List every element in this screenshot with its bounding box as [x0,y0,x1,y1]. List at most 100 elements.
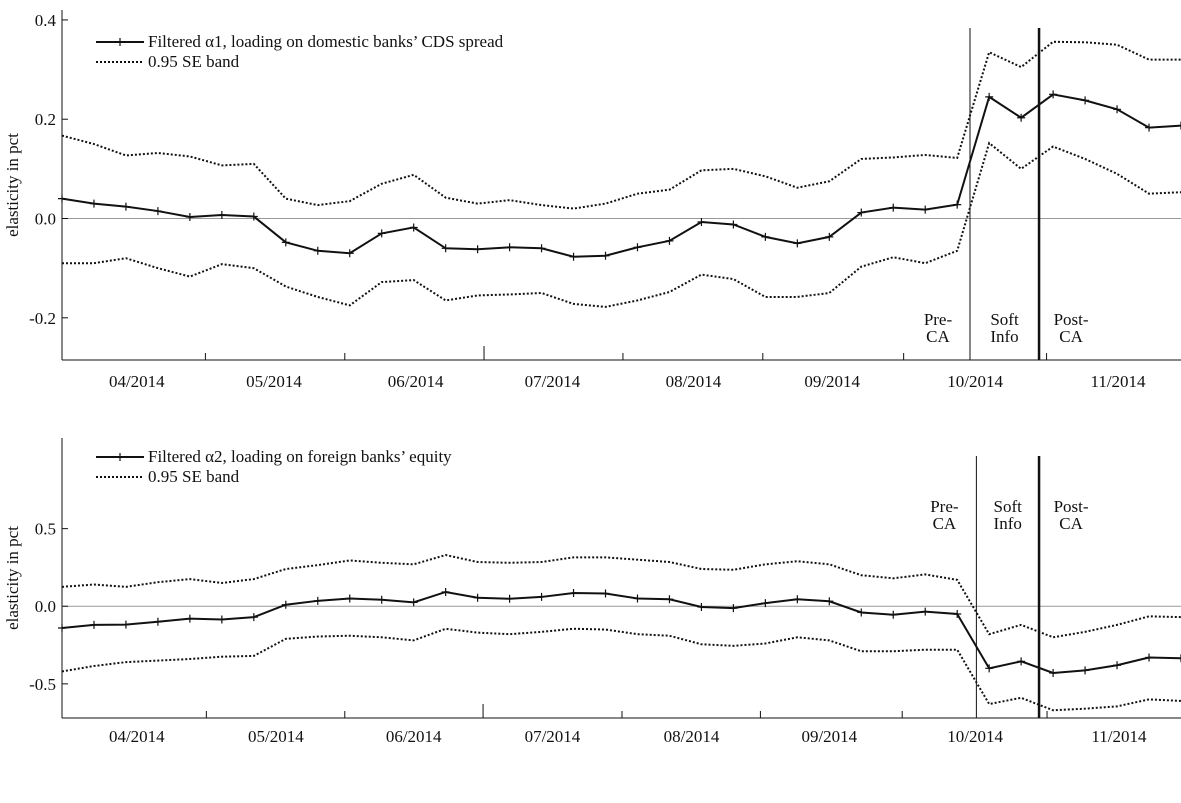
annotation: Post- [1054,497,1089,516]
marker [1177,654,1181,663]
y-tick-label: -0.2 [29,309,56,328]
marker [377,595,386,604]
y-axis-label: elasticity in pct [3,526,22,630]
legend-label: 0.95 SE band [148,467,240,486]
marker [58,194,66,203]
x-tick-label: 11/2014 [1090,372,1146,391]
marker [505,594,514,603]
marker [985,92,994,101]
x-tick-label: 11/2014 [1091,727,1147,746]
series-line [61,590,1181,675]
panel: 0.4 0.2 0.0 -0.2 04/2014 05/2014 06/2014 07/201… [3,10,1181,391]
marker [1113,105,1122,114]
marker [505,243,514,252]
band-line [62,141,1181,308]
marker [249,212,258,221]
marker [569,252,578,261]
x-tick-label: 10/2014 [947,372,1003,391]
marker [1017,113,1026,122]
marker [1049,90,1058,99]
x-tick-label: 07/2014 [525,372,581,391]
annotation: Soft [994,497,1023,516]
marker [825,597,834,606]
marker [121,202,130,211]
marker [697,603,706,612]
marker [729,604,738,613]
marker [697,217,706,226]
marker [793,595,802,604]
x-tick-label: 06/2014 [386,727,442,746]
x-tick-label: 09/2014 [801,727,857,746]
marker [857,208,866,217]
annotation: Pre- [924,310,953,329]
annotation: Post- [1054,310,1089,329]
marker [473,593,482,602]
annotation: Info [994,514,1022,533]
marker [217,211,226,220]
marker [89,620,98,629]
y-tick-label: -0.5 [29,675,56,694]
marker [601,589,610,598]
marker [633,243,642,252]
marker [409,223,418,232]
marker [1081,666,1090,675]
marker [249,613,258,622]
marker [1145,653,1154,662]
marker [985,664,994,673]
x-tick-label: 07/2014 [525,727,581,746]
y-axis-label: elasticity in pct [3,133,22,237]
marker [121,620,130,629]
marker [281,600,290,609]
marker [1113,661,1122,670]
annotation: Soft [990,310,1019,329]
marker [953,610,962,619]
y-tick-label: 0.5 [35,520,56,539]
y-tick-label: 0.4 [35,11,57,30]
marker [633,594,642,603]
marker [537,244,546,253]
marker [761,232,770,241]
marker [761,599,770,608]
x-tick-label: 08/2014 [666,372,722,391]
marker [313,246,322,255]
marker [1145,123,1154,132]
marker [89,199,98,208]
annotation: CA [1059,514,1083,533]
legend-label: Filtered α2, loading on foreign banks’ e… [148,447,452,466]
marker [185,213,194,222]
marker [409,598,418,607]
marker [665,595,674,604]
series-line [61,93,1181,258]
annotation: Info [990,327,1018,346]
marker [729,220,738,229]
marker [601,251,610,260]
marker [889,203,898,212]
x-tick-label: 09/2014 [804,372,860,391]
legend-label: Filtered α1, loading on domestic banks’ … [148,32,504,51]
x-tick-label: 04/2014 [109,372,165,391]
marker [921,205,930,214]
marker [1017,657,1026,666]
marker [441,244,450,253]
marker [153,617,162,626]
marker [345,249,354,258]
marker [377,229,386,238]
annotation: CA [926,327,950,346]
marker [953,200,962,209]
y-tick-label: 0.2 [35,110,56,129]
band-line [61,553,1181,639]
marker [153,207,162,216]
marker [1081,96,1090,105]
marker [1049,668,1058,677]
panel: 0.5 0.0 -0.5 04/2014 05/2014 06/2014 07/2014 08… [3,438,1181,746]
x-tick-label: 08/2014 [664,727,720,746]
marker [58,623,66,632]
x-tick-label: 10/2014 [947,727,1003,746]
x-tick-label: 04/2014 [109,727,165,746]
marker [889,610,898,619]
marker [537,592,546,601]
band-line [61,40,1181,210]
y-tick-label: 0.0 [35,597,56,616]
marker [921,607,930,616]
marker [473,245,482,254]
